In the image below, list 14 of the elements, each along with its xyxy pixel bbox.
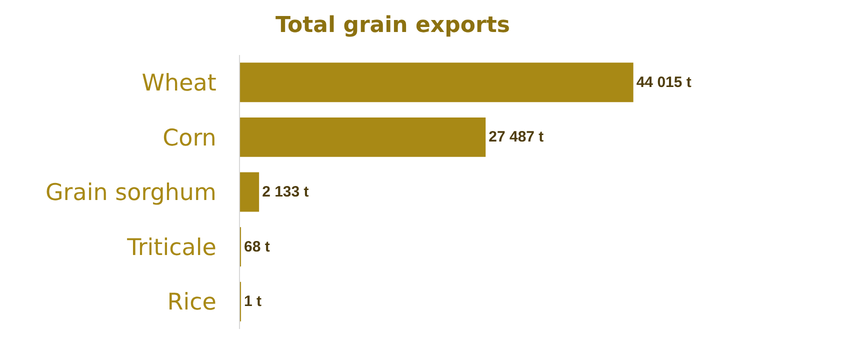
- bar: [240, 62, 634, 102]
- y-tick-label: Corn: [162, 125, 216, 152]
- data-label: 1 t: [244, 293, 262, 310]
- chart-title: Total grain exports: [275, 12, 510, 38]
- data-label: 44 015 t: [636, 74, 692, 91]
- data-label: 68 t: [244, 238, 270, 256]
- y-tick-label: Triticale: [126, 234, 216, 261]
- data-label: 2 133 t: [262, 184, 309, 200]
- bar: [240, 172, 260, 212]
- bar: [240, 117, 486, 157]
- y-tick-label: Grain sorghum: [45, 180, 216, 206]
- y-tick-label: Rice: [167, 290, 216, 316]
- data-label: 27 487 t: [488, 128, 544, 146]
- y-tick-label: Wheat: [142, 70, 216, 96]
